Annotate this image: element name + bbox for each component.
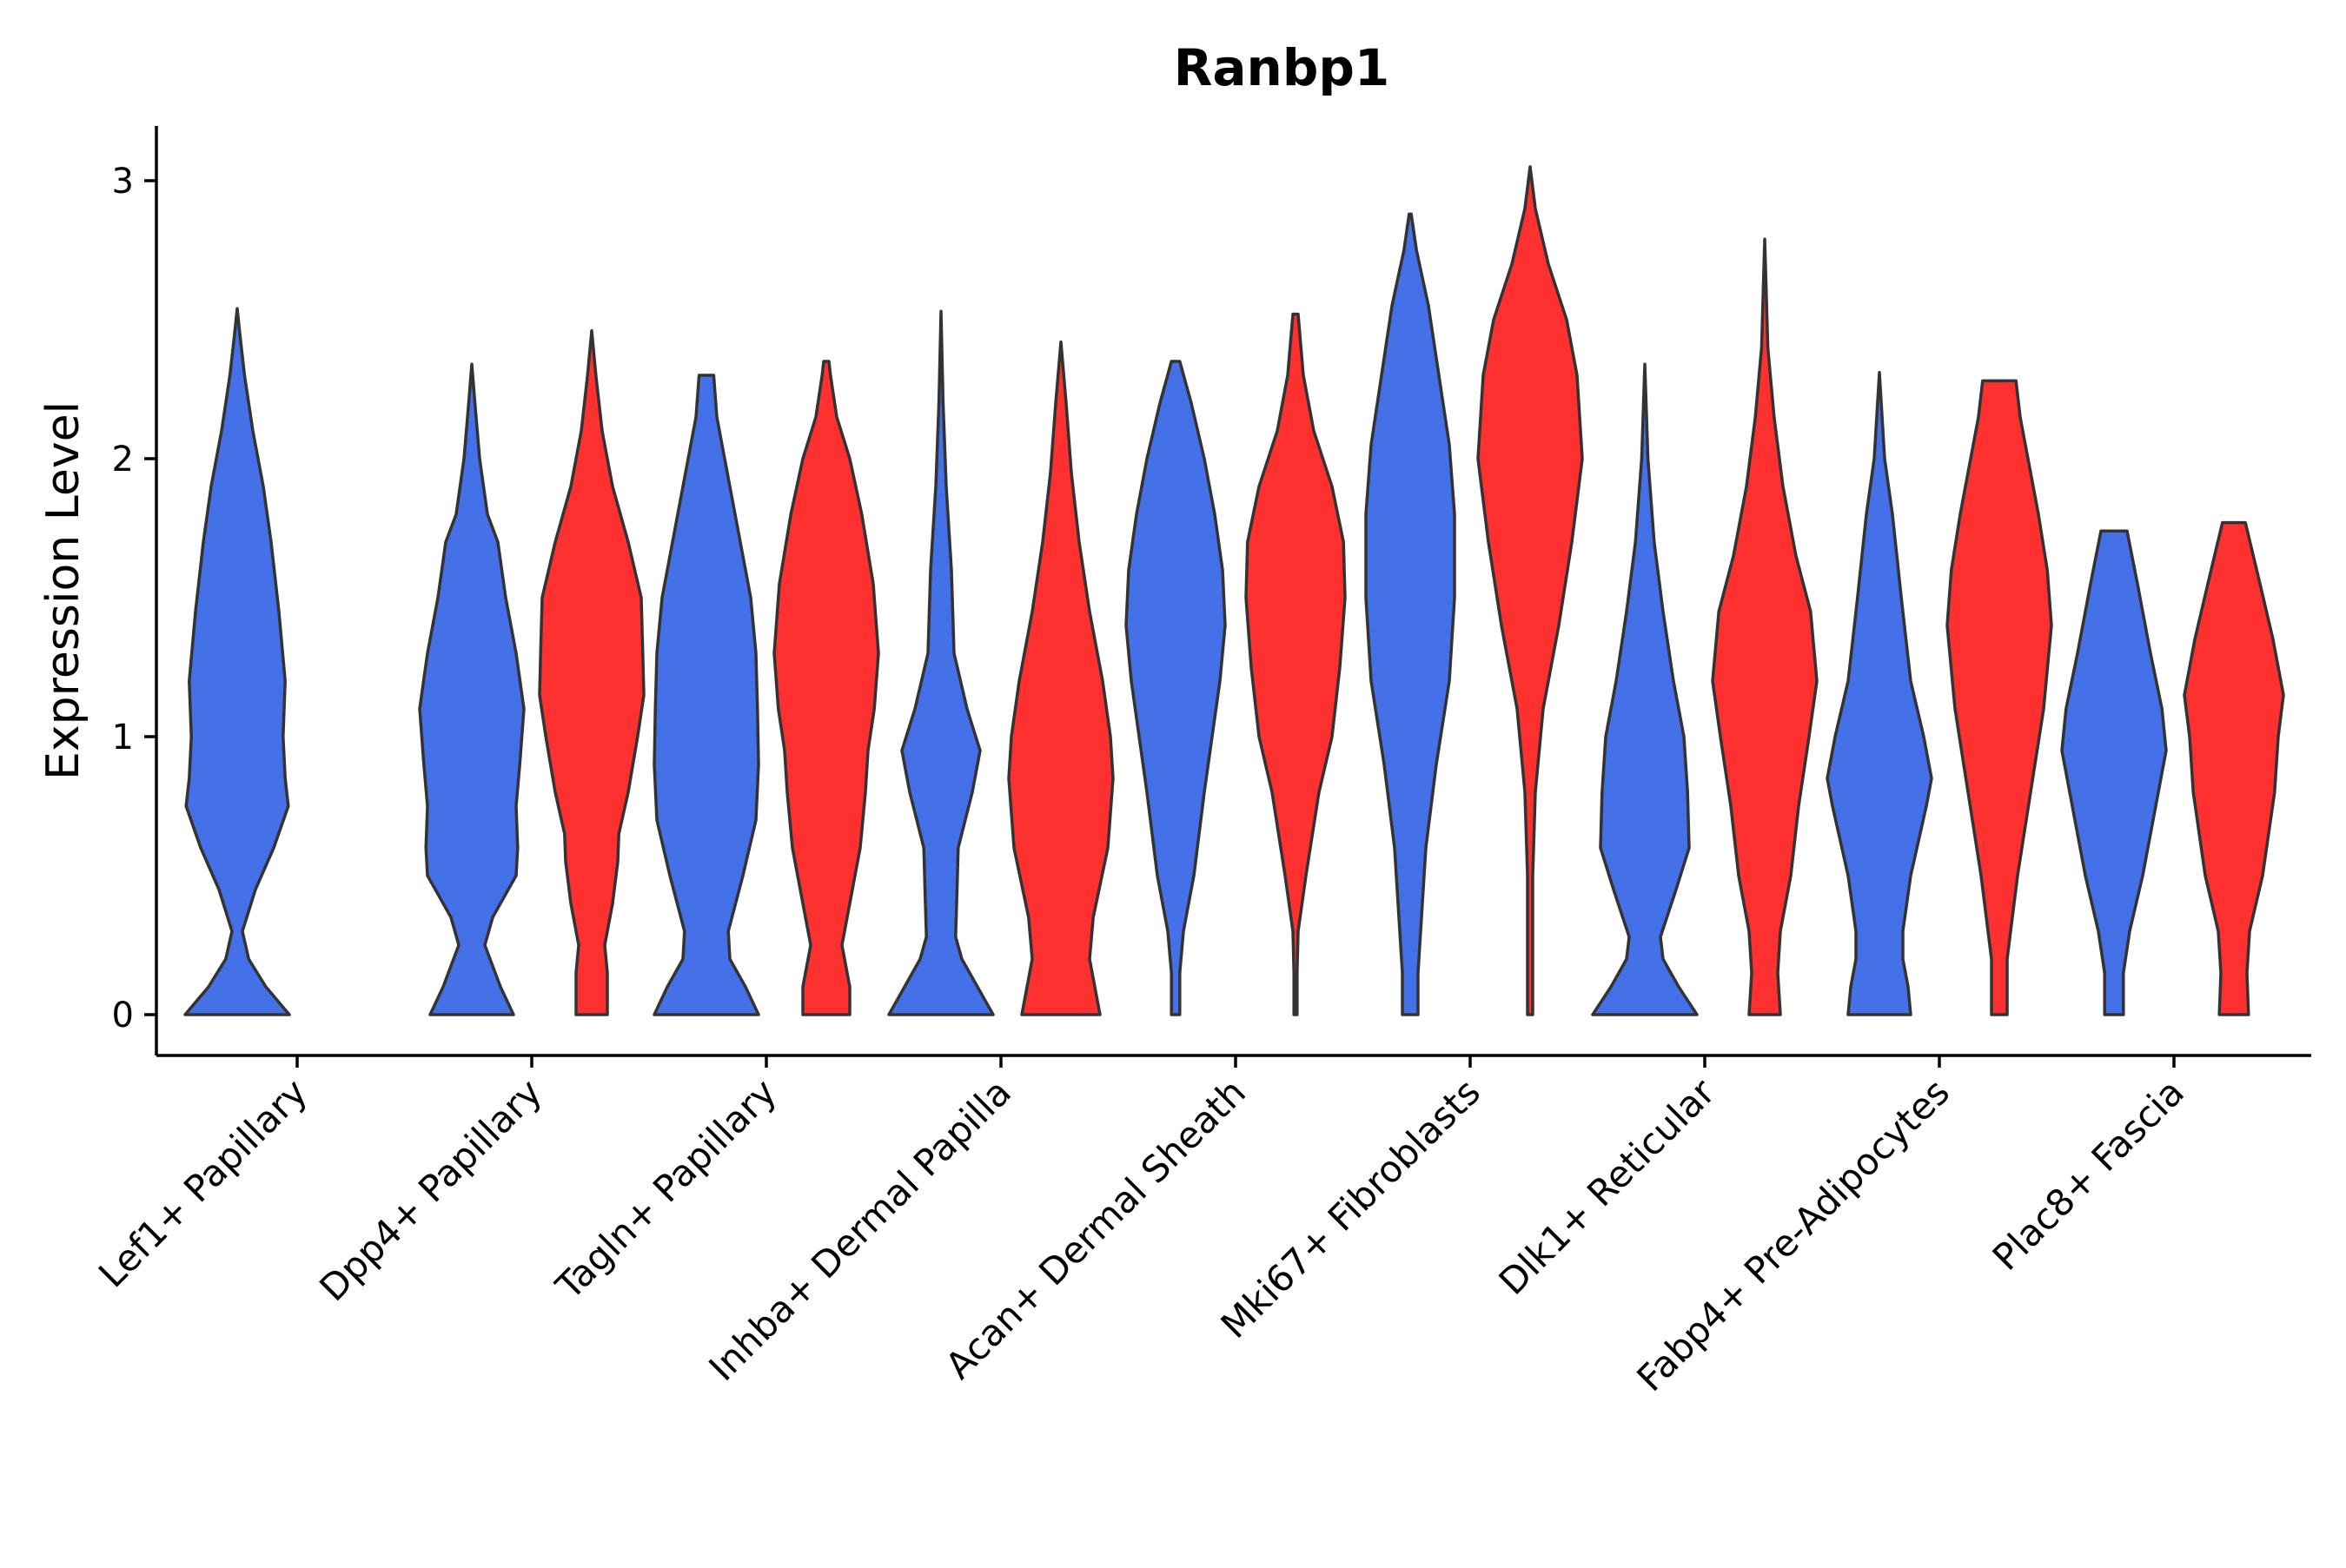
x-tick-label: Dlk1+ Reticular — [1491, 1070, 1724, 1303]
violin-series — [183, 165, 2285, 1016]
violin-dpp4-papillary-red — [538, 329, 646, 1016]
axes — [155, 126, 2311, 1057]
violin-inhba-dermal-papilla-red — [1007, 340, 1115, 1016]
y-tick-label: 1 — [112, 718, 134, 758]
y-tick-label: 2 — [112, 440, 134, 480]
y-tick-label: 0 — [112, 996, 134, 1035]
x-tick-label: Mki67+ Fibroblasts — [1213, 1070, 1488, 1346]
violin-fabp4-pre-adipocytes-blue — [1826, 371, 1933, 1016]
y-axis-ticks: 0 1 2 3 — [112, 162, 156, 1035]
violin-acan-dermal-sheath-red — [1244, 312, 1347, 1016]
y-axis-label: Expression Level — [37, 401, 89, 780]
x-tick-label: Lef1+ Papillary — [90, 1070, 315, 1295]
violin-tagln-papillary-red — [772, 360, 880, 1016]
violin-mki67-fibroblasts-red — [1476, 165, 1584, 1016]
violin-inhba-dermal-papilla-blue — [887, 309, 995, 1016]
violin-plac8-fascia-blue — [2060, 529, 2168, 1016]
violin-fabp4-pre-adipocytes-red — [1945, 379, 2053, 1016]
violin-dlk1-reticular-red — [1711, 237, 1819, 1016]
x-tick-label: Dpp4+ Papillary — [311, 1070, 550, 1309]
violin-dlk1-reticular-blue — [1591, 362, 1699, 1016]
violin-dpp4-papillary-blue — [418, 362, 526, 1016]
x-tick-label: Tagln+ Papillary — [547, 1070, 785, 1307]
violin-mki67-fibroblasts-blue — [1364, 212, 1456, 1016]
x-tick-label: Plac8+ Fascia — [1985, 1070, 2192, 1278]
y-tick-label: 3 — [112, 162, 134, 202]
violin-plac8-fascia-red — [2183, 520, 2285, 1016]
violin-lef1-papillary-blue — [183, 307, 291, 1016]
violin-tagln-papillary-blue — [653, 374, 760, 1016]
chart-title: Ranbp1 — [1174, 38, 1389, 97]
violin-acan-dermal-sheath-blue — [1124, 360, 1227, 1016]
